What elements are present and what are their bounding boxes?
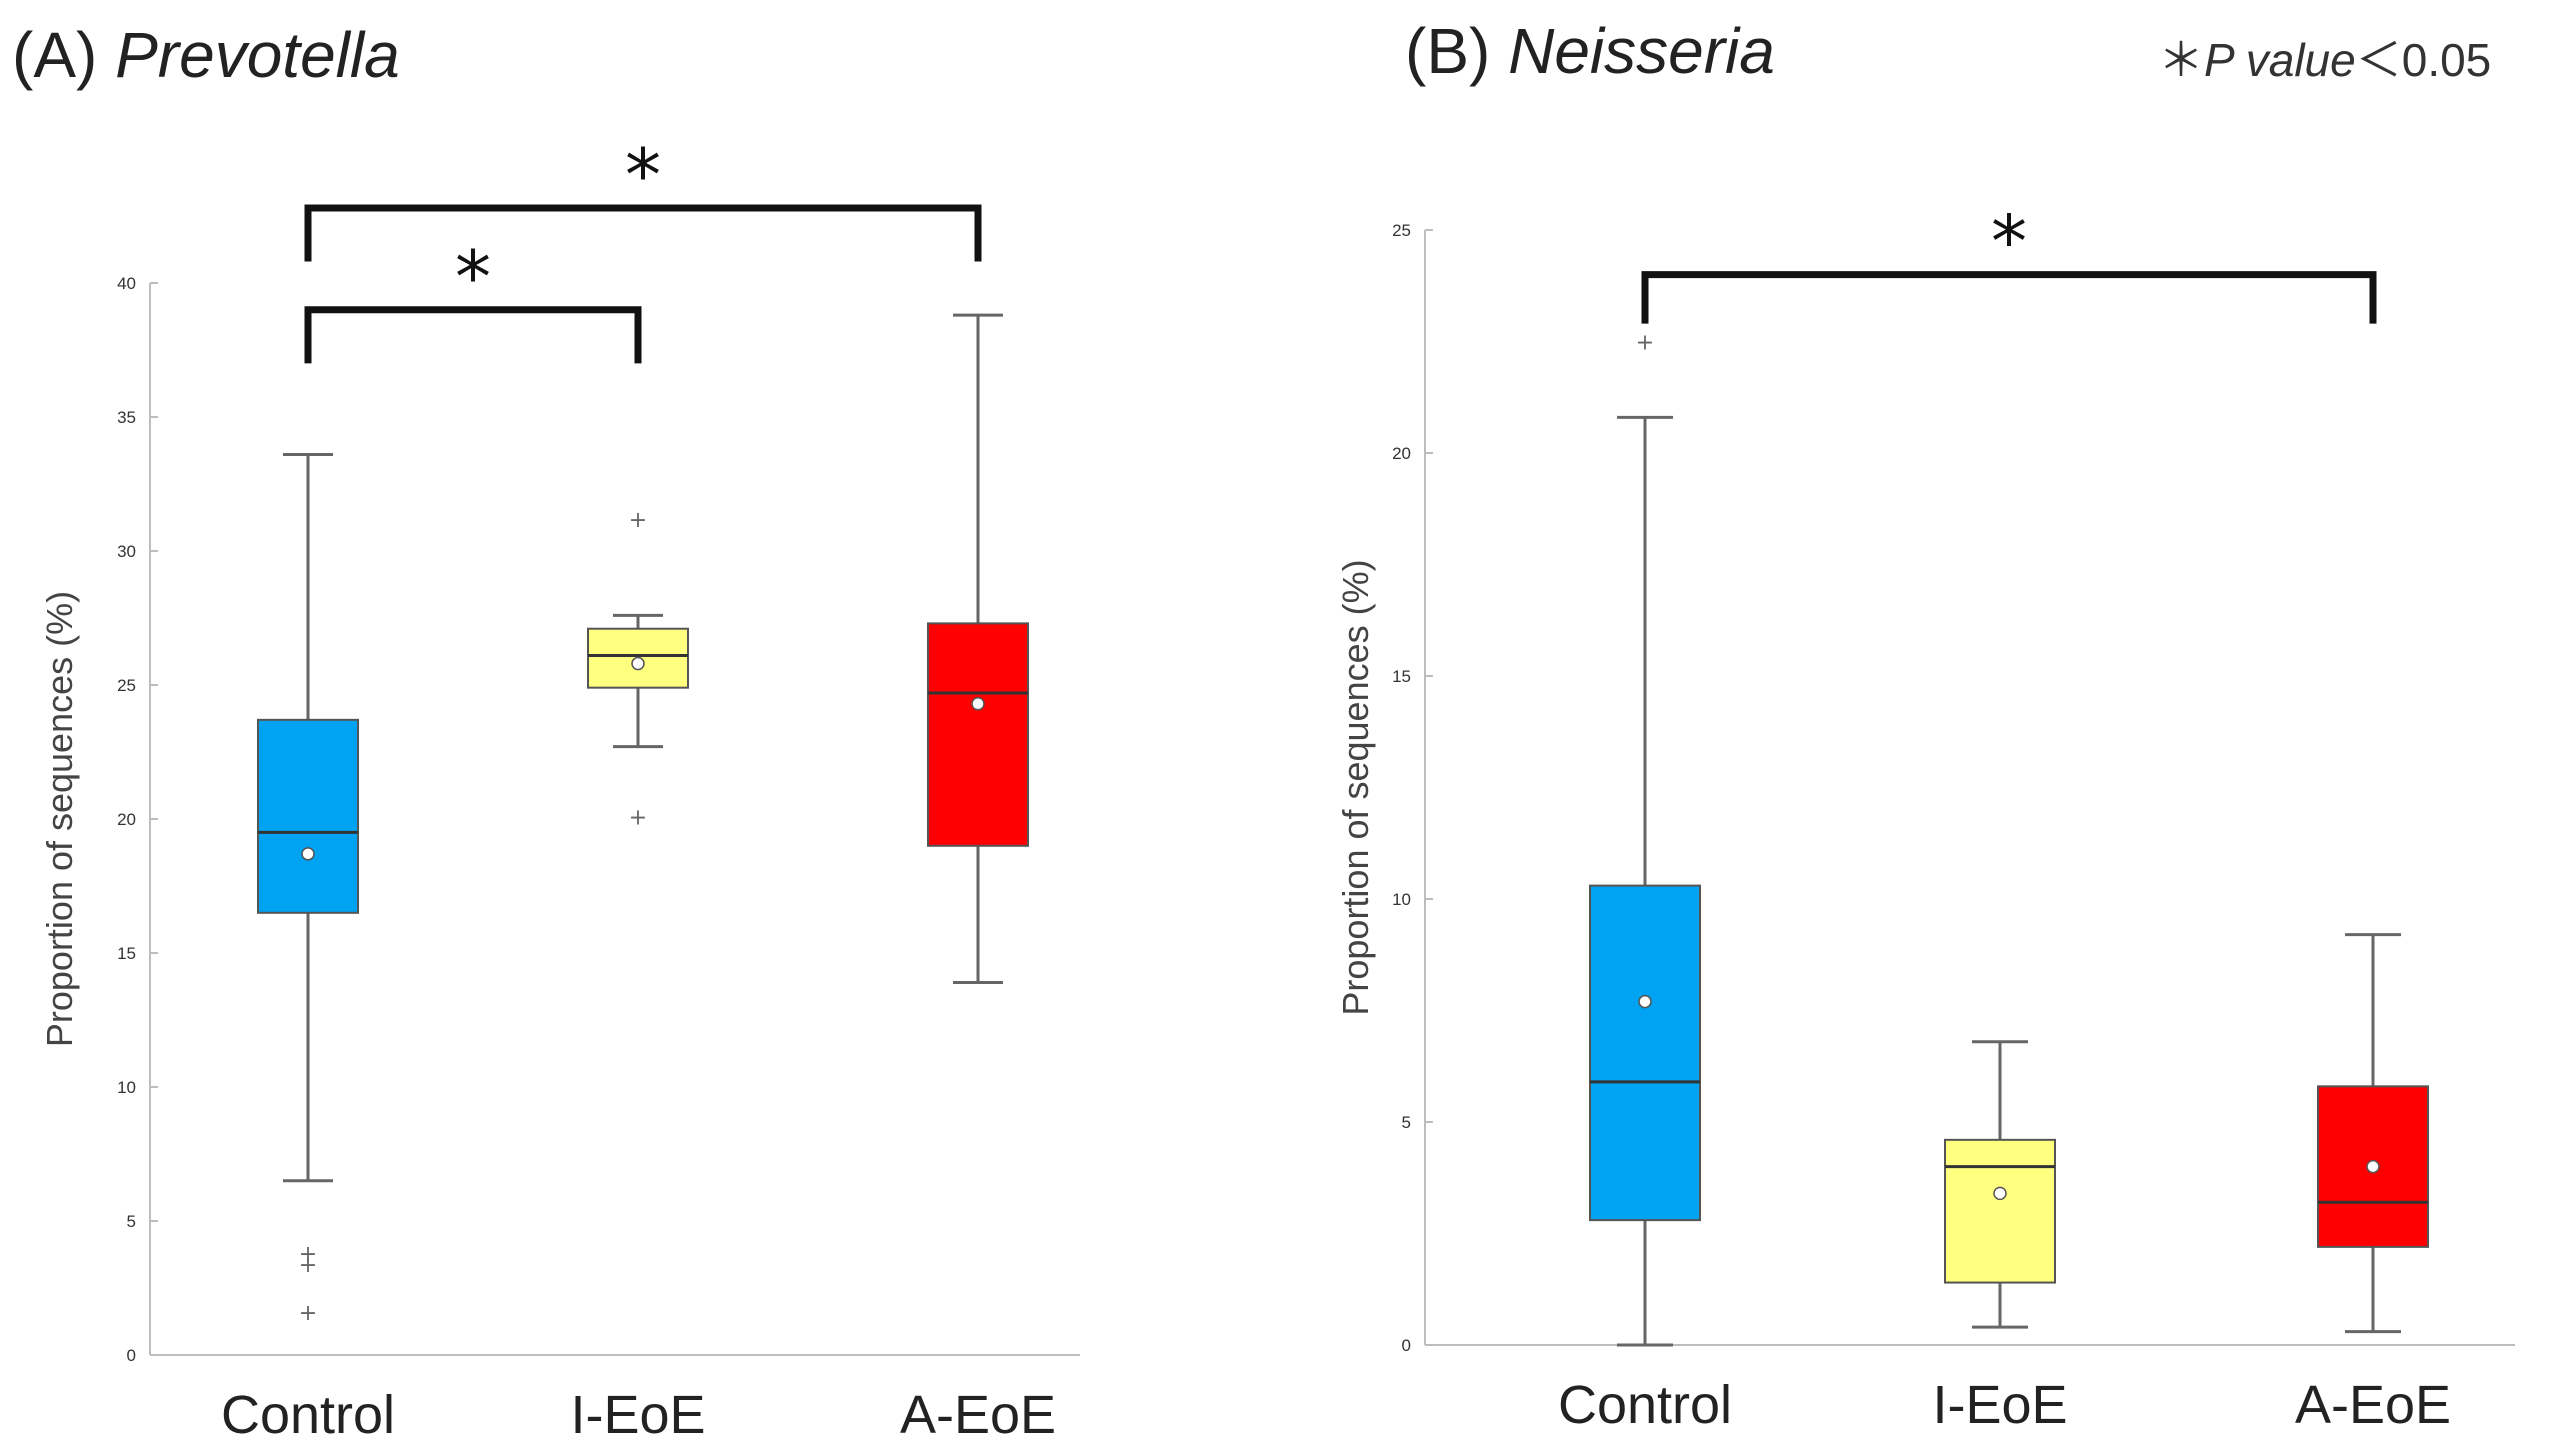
panel-a-letter: (A) (12, 19, 98, 91)
panel-b-x-tick-label-control: Control (1558, 1375, 1732, 1435)
panel-a-y-tick-label-25: 25 (117, 676, 136, 695)
panel-a-y-tick-label-40: 40 (117, 274, 136, 293)
panel-b-control-mean (1638, 994, 1652, 1009)
significance-note: ＊P value＜0.05 (2158, 24, 2491, 90)
panel-a-title: (A) Prevotella (12, 18, 400, 92)
significance-note-symbol: ＊ (2158, 34, 2204, 86)
panel-a-a-eoe-box (927, 622, 1029, 847)
panel-a-significance-star-0: * (455, 235, 491, 319)
significance-note-threshold: 0.05 (2401, 34, 2492, 86)
panel-a-y-axis-label: Proportion of sequences (%) (39, 591, 80, 1047)
panel-a-x-tick-label-a-eoe: A-EoE (900, 1385, 1056, 1440)
panel-b-significance-star-0: * (1991, 200, 2027, 284)
panel-a-i-eoe-outlier-1: + (629, 805, 647, 830)
panel-a-significance-bracket-1 (304, 204, 982, 262)
panel-a-control-outlier-1: + (299, 1253, 317, 1278)
panel-b-significance-bracket-0 (1641, 271, 2377, 324)
panel-a-y-tick-label-20: 20 (117, 810, 136, 829)
panel-b-y-axis-label: Proportion of sequences (%) (1335, 559, 1376, 1015)
panel-a-i-eoe-outlier-0: + (629, 508, 647, 533)
significance-note-label: P value (2204, 34, 2356, 86)
panel-a-a-eoe-mean (971, 697, 985, 711)
panel-b-a-eoe-mean (2366, 1159, 2380, 1174)
panel-b-y-tick-label-25: 25 (1392, 221, 1411, 240)
panel-a-control-outlier-2: + (299, 1301, 317, 1326)
panel-a-x-tick-label-i-eoe: I-EoE (570, 1385, 705, 1440)
significance-note-operator: ＜ (2355, 34, 2402, 86)
panel-a-control-outlier-0: + (299, 1242, 317, 1267)
panel-b-y-tick-label-20: 20 (1392, 444, 1411, 463)
panel-b-y-tick-label-0: 0 (1402, 1336, 1411, 1355)
panel-b-y-tick-label-5: 5 (1402, 1113, 1411, 1132)
panel-b-letter: (B) (1405, 15, 1491, 87)
panel-a-y-tick-label-10: 10 (117, 1078, 136, 1097)
panel-a-i-eoe-mean (631, 656, 645, 671)
panel-a-y-tick-label-0: 0 (127, 1346, 136, 1365)
panel-a-genus: Prevotella (115, 19, 400, 91)
panel-b-i-eoe-mean (1993, 1186, 2007, 1201)
panel-a-y-tick-label-35: 35 (117, 408, 136, 427)
panel-b-control-outlier-0: + (1636, 331, 1654, 356)
panel-b-title: (B) Neisseria (1405, 14, 1775, 88)
panel-a-control-mean (301, 847, 315, 861)
panel-b-i-eoe-box (1944, 1138, 2056, 1284)
panel-a-significance-star-1: * (625, 133, 661, 217)
panel-a-y-tick-label-30: 30 (117, 542, 136, 561)
panel-b-y-tick-label-15: 15 (1392, 667, 1411, 686)
panel-b-x-tick-label-i-eoe: I-EoE (1932, 1375, 2067, 1435)
panel-a-significance-bracket-0 (304, 306, 642, 364)
panel-a-y-tick-label-15: 15 (117, 944, 136, 963)
panel-b-genus: Neisseria (1508, 15, 1775, 87)
panel-b-control-box (1589, 884, 1701, 1222)
panel-b-y-tick-label-10: 10 (1392, 890, 1411, 909)
panel-b-x-tick-label-a-eoe: A-EoE (2295, 1375, 2451, 1435)
panel-a-x-tick-label-control: Control (221, 1385, 395, 1440)
panel-a-control-box (257, 718, 359, 914)
panel-a-y-tick-label-5: 5 (127, 1212, 136, 1231)
